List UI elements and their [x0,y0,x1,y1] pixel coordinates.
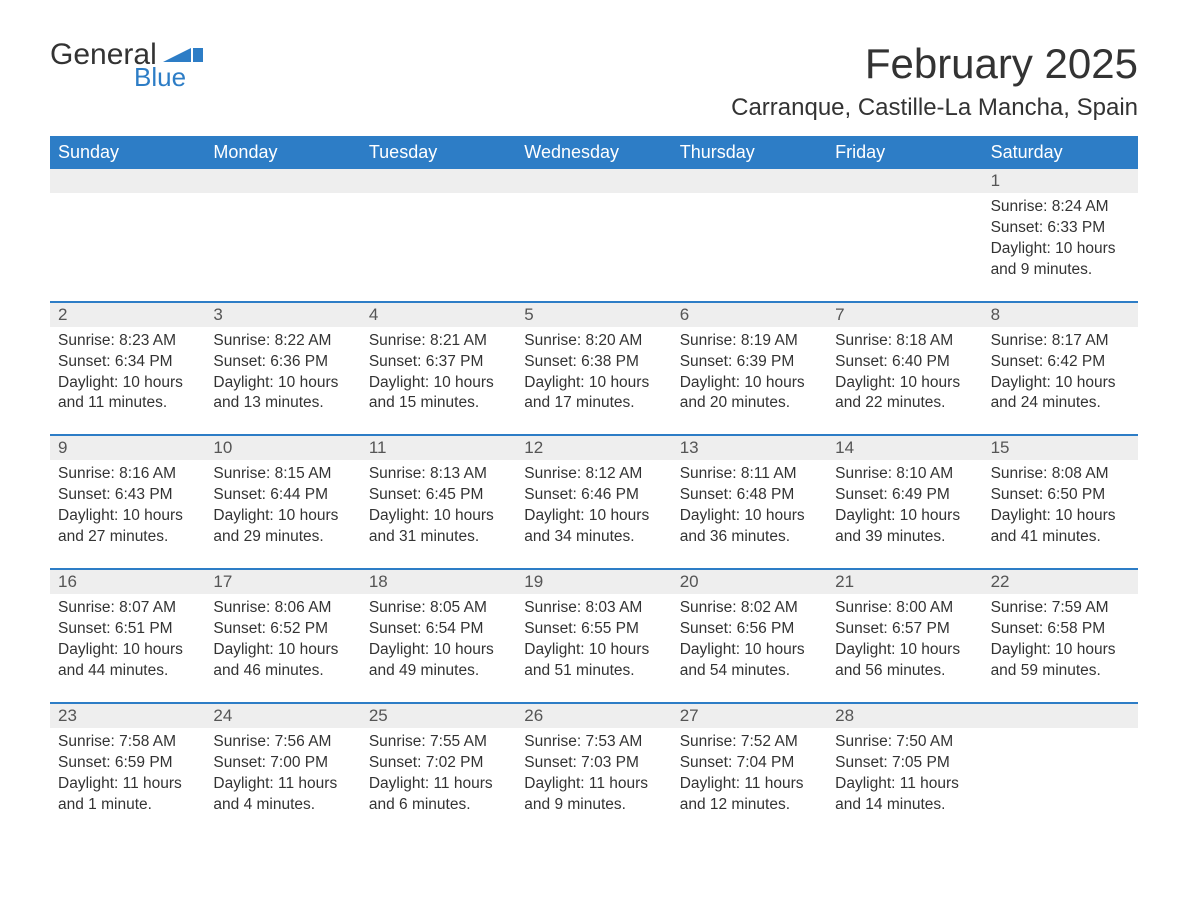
calendar-cell: Sunrise: 8:02 AM Sunset: 6:56 PM Dayligh… [672,594,827,702]
calendar-cell-empty [983,728,1138,836]
calendar-cell-empty [50,193,205,301]
calendar: Sunday Monday Tuesday Wednesday Thursday… [50,136,1138,835]
weekday-friday: Friday [827,136,982,169]
day-number: 14 [827,436,982,460]
day-number: 20 [672,570,827,594]
day-number [827,169,982,193]
day-number [205,169,360,193]
calendar-cell-empty [361,193,516,301]
calendar-cell: Sunrise: 8:07 AM Sunset: 6:51 PM Dayligh… [50,594,205,702]
location-subtitle: Carranque, Castille-La Mancha, Spain [50,94,1138,122]
day-number: 1 [983,169,1138,193]
day-number [516,169,671,193]
day-number: 16 [50,570,205,594]
day-number [50,169,205,193]
day-number: 28 [827,704,982,728]
header-row: General Blue February 2025 [50,40,1138,90]
calendar-cell: Sunrise: 7:50 AM Sunset: 7:05 PM Dayligh… [827,728,982,836]
calendar-cell: Sunrise: 8:15 AM Sunset: 6:44 PM Dayligh… [205,460,360,568]
day-number: 5 [516,303,671,327]
calendar-cell: Sunrise: 8:24 AM Sunset: 6:33 PM Dayligh… [983,193,1138,301]
page-title: February 2025 [865,40,1138,88]
calendar-cell: Sunrise: 8:20 AM Sunset: 6:38 PM Dayligh… [516,327,671,435]
calendar-cell: Sunrise: 8:17 AM Sunset: 6:42 PM Dayligh… [983,327,1138,435]
calendar-cell: Sunrise: 7:55 AM Sunset: 7:02 PM Dayligh… [361,728,516,836]
calendar-cell: Sunrise: 8:21 AM Sunset: 6:37 PM Dayligh… [361,327,516,435]
calendar-week: 1Sunrise: 8:24 AM Sunset: 6:33 PM Daylig… [50,169,1138,301]
calendar-cell: Sunrise: 8:16 AM Sunset: 6:43 PM Dayligh… [50,460,205,568]
day-number: 19 [516,570,671,594]
day-number: 8 [983,303,1138,327]
calendar-week: 2345678Sunrise: 8:23 AM Sunset: 6:34 PM … [50,301,1138,435]
day-number-row: 1 [50,169,1138,193]
calendar-cell: Sunrise: 8:12 AM Sunset: 6:46 PM Dayligh… [516,460,671,568]
day-number: 27 [672,704,827,728]
day-number [361,169,516,193]
calendar-cell: Sunrise: 8:08 AM Sunset: 6:50 PM Dayligh… [983,460,1138,568]
calendar-cell: Sunrise: 8:11 AM Sunset: 6:48 PM Dayligh… [672,460,827,568]
day-number: 23 [50,704,205,728]
day-number-row: 232425262728 [50,704,1138,728]
day-number [672,169,827,193]
weeks-container: 1Sunrise: 8:24 AM Sunset: 6:33 PM Daylig… [50,169,1138,835]
calendar-cell: Sunrise: 8:18 AM Sunset: 6:40 PM Dayligh… [827,327,982,435]
day-number-row: 2345678 [50,303,1138,327]
day-number-row: 9101112131415 [50,436,1138,460]
weekday-sunday: Sunday [50,136,205,169]
day-number: 17 [205,570,360,594]
day-number: 6 [672,303,827,327]
day-number: 10 [205,436,360,460]
calendar-week: 16171819202122Sunrise: 8:07 AM Sunset: 6… [50,568,1138,702]
weekday-thursday: Thursday [672,136,827,169]
day-number: 22 [983,570,1138,594]
calendar-week: 9101112131415Sunrise: 8:16 AM Sunset: 6:… [50,434,1138,568]
calendar-cell: Sunrise: 7:56 AM Sunset: 7:00 PM Dayligh… [205,728,360,836]
calendar-cell-empty [827,193,982,301]
calendar-cell-empty [672,193,827,301]
day-number [983,704,1138,728]
calendar-cell: Sunrise: 7:59 AM Sunset: 6:58 PM Dayligh… [983,594,1138,702]
day-number: 12 [516,436,671,460]
day-number: 25 [361,704,516,728]
day-number: 21 [827,570,982,594]
day-number: 4 [361,303,516,327]
calendar-cell-empty [205,193,360,301]
weekday-header-row: Sunday Monday Tuesday Wednesday Thursday… [50,136,1138,169]
day-number-row: 16171819202122 [50,570,1138,594]
weekday-tuesday: Tuesday [361,136,516,169]
calendar-cell: Sunrise: 7:52 AM Sunset: 7:04 PM Dayligh… [672,728,827,836]
day-number: 18 [361,570,516,594]
day-number: 26 [516,704,671,728]
calendar-cell: Sunrise: 8:13 AM Sunset: 6:45 PM Dayligh… [361,460,516,568]
calendar-cell: Sunrise: 8:03 AM Sunset: 6:55 PM Dayligh… [516,594,671,702]
weekday-wednesday: Wednesday [516,136,671,169]
calendar-cell: Sunrise: 8:10 AM Sunset: 6:49 PM Dayligh… [827,460,982,568]
day-number: 7 [827,303,982,327]
calendar-cell: Sunrise: 8:06 AM Sunset: 6:52 PM Dayligh… [205,594,360,702]
calendar-cell-empty [516,193,671,301]
weekday-monday: Monday [205,136,360,169]
calendar-cell: Sunrise: 7:53 AM Sunset: 7:03 PM Dayligh… [516,728,671,836]
logo: General Blue [50,40,207,90]
day-number: 15 [983,436,1138,460]
calendar-cell: Sunrise: 8:00 AM Sunset: 6:57 PM Dayligh… [827,594,982,702]
day-number: 3 [205,303,360,327]
calendar-cell: Sunrise: 8:22 AM Sunset: 6:36 PM Dayligh… [205,327,360,435]
day-number: 11 [361,436,516,460]
day-number: 2 [50,303,205,327]
day-number: 24 [205,704,360,728]
calendar-cell: Sunrise: 8:23 AM Sunset: 6:34 PM Dayligh… [50,327,205,435]
calendar-cell: Sunrise: 8:19 AM Sunset: 6:39 PM Dayligh… [672,327,827,435]
weekday-saturday: Saturday [983,136,1138,169]
calendar-week: 232425262728Sunrise: 7:58 AM Sunset: 6:5… [50,702,1138,836]
day-number: 13 [672,436,827,460]
logo-text-blue: Blue [134,64,207,90]
calendar-cell: Sunrise: 8:05 AM Sunset: 6:54 PM Dayligh… [361,594,516,702]
day-number: 9 [50,436,205,460]
calendar-cell: Sunrise: 7:58 AM Sunset: 6:59 PM Dayligh… [50,728,205,836]
